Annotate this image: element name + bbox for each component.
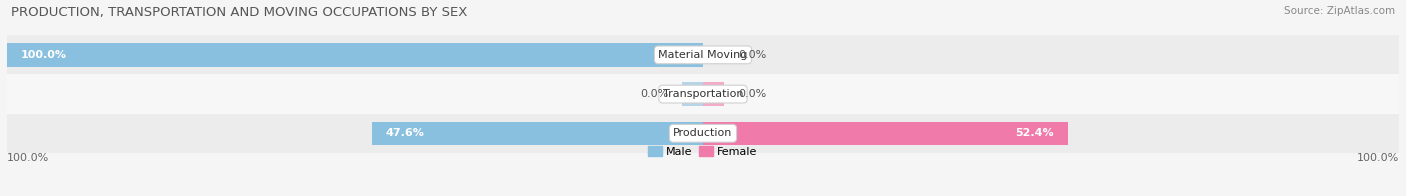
Bar [7,43,703,67]
Text: 52.4%: 52.4% [1015,128,1053,138]
Bar [7,114,1399,153]
Bar [703,122,1067,145]
Text: 0.0%: 0.0% [640,89,668,99]
Text: 47.6%: 47.6% [385,128,425,138]
Bar [7,122,1399,145]
Bar [7,43,1399,67]
Bar [7,74,1399,114]
Text: Material Moving: Material Moving [658,50,748,60]
Legend: Male, Female: Male, Female [648,146,758,157]
Bar [682,82,703,106]
Text: Production: Production [673,128,733,138]
Text: 0.0%: 0.0% [738,89,766,99]
Text: 0.0%: 0.0% [738,50,766,60]
Bar [7,35,1399,74]
Bar [703,82,724,106]
Text: 100.0%: 100.0% [7,153,49,163]
Text: 100.0%: 100.0% [1357,153,1399,163]
Text: PRODUCTION, TRANSPORTATION AND MOVING OCCUPATIONS BY SEX: PRODUCTION, TRANSPORTATION AND MOVING OC… [11,6,468,19]
Text: Source: ZipAtlas.com: Source: ZipAtlas.com [1284,6,1395,16]
Text: Transportation: Transportation [662,89,744,99]
Bar [371,122,703,145]
Bar [7,82,1399,106]
Text: 100.0%: 100.0% [21,50,67,60]
